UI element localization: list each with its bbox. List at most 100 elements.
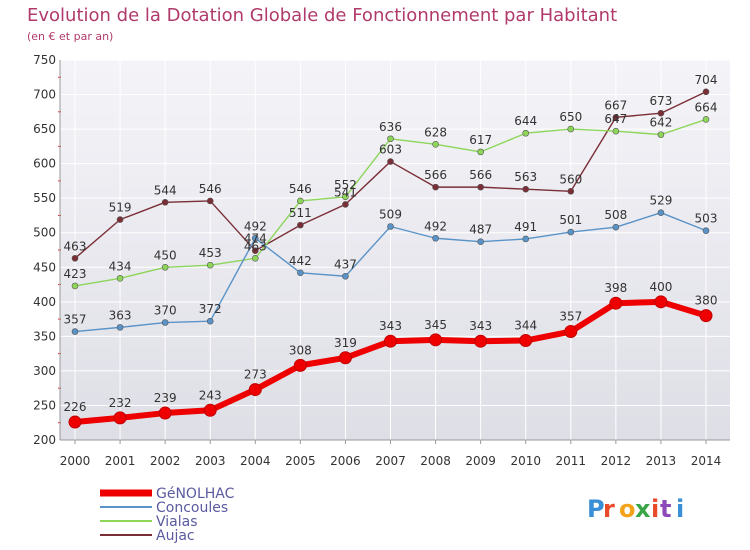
y-tick-label: 200 bbox=[33, 433, 56, 447]
data-label: 442 bbox=[289, 254, 312, 268]
data-point-genolhac bbox=[474, 334, 488, 348]
data-point-concoules bbox=[567, 228, 575, 236]
data-point-genolhac bbox=[699, 309, 713, 323]
data-point-vialas bbox=[116, 275, 124, 282]
data-point-aujac bbox=[342, 201, 349, 208]
data-label: 511 bbox=[289, 206, 312, 220]
data-point-concoules bbox=[251, 234, 259, 242]
data-point-genolhac bbox=[338, 351, 352, 365]
data-point-vialas bbox=[251, 254, 259, 262]
data-label: 501 bbox=[559, 213, 582, 227]
data-point-genolhac bbox=[564, 325, 578, 339]
x-tick-label: 2001 bbox=[105, 454, 136, 468]
data-point-genolhac bbox=[248, 383, 262, 397]
y-tick-label: 500 bbox=[33, 226, 56, 240]
data-label: 546 bbox=[289, 182, 312, 196]
data-label: 344 bbox=[514, 319, 537, 333]
data-label: 704 bbox=[695, 73, 718, 87]
x-tick-label: 2014 bbox=[691, 454, 722, 468]
data-label: 273 bbox=[244, 368, 267, 382]
x-tick-label: 2011 bbox=[556, 454, 587, 468]
data-label: 636 bbox=[379, 120, 402, 134]
data-label: 667 bbox=[604, 98, 627, 112]
data-label: 563 bbox=[514, 170, 537, 184]
data-label: 434 bbox=[109, 259, 132, 273]
data-point-concoules bbox=[702, 227, 710, 234]
data-point-genolhac bbox=[519, 334, 533, 348]
data-label: 664 bbox=[695, 100, 718, 114]
data-point-aujac bbox=[432, 183, 439, 191]
data-point-vialas bbox=[702, 116, 710, 123]
y-tick-label: 750 bbox=[33, 53, 56, 67]
y-tick-label: 450 bbox=[33, 260, 56, 274]
legend-label: Aujac bbox=[156, 528, 195, 544]
proxiti-logo: Pr o x i t i bbox=[587, 495, 684, 523]
data-label: 437 bbox=[334, 257, 357, 271]
data-point-vialas bbox=[206, 261, 214, 269]
data-point-genolhac bbox=[68, 415, 82, 429]
x-tick-label: 2009 bbox=[465, 454, 496, 468]
data-label: 492 bbox=[424, 219, 447, 233]
data-point-concoules bbox=[612, 223, 620, 231]
data-label: 453 bbox=[199, 246, 222, 260]
data-label: 319 bbox=[334, 336, 357, 350]
data-label: 552 bbox=[334, 178, 357, 192]
logo-letter: i bbox=[651, 495, 659, 523]
y-tick-label: 600 bbox=[33, 157, 56, 171]
logo-letter: o bbox=[619, 495, 636, 523]
data-label: 380 bbox=[695, 294, 718, 308]
data-point-vialas bbox=[71, 282, 79, 290]
data-point-genolhac bbox=[203, 403, 217, 417]
data-point-vialas bbox=[432, 140, 439, 148]
data-label: 343 bbox=[379, 319, 402, 333]
y-tick-label: 650 bbox=[33, 122, 56, 136]
data-label: 673 bbox=[649, 94, 672, 108]
data-label: 372 bbox=[199, 302, 222, 316]
data-label: 474 bbox=[244, 232, 267, 246]
data-label: 423 bbox=[64, 267, 87, 281]
data-label: 544 bbox=[154, 183, 177, 197]
data-point-vialas bbox=[522, 129, 530, 137]
legend-label: Vialas bbox=[156, 514, 198, 530]
data-point-concoules bbox=[116, 324, 124, 331]
data-label: 308 bbox=[289, 343, 312, 357]
data-point-genolhac bbox=[654, 295, 668, 309]
data-label: 519 bbox=[109, 201, 132, 215]
y-tick-label: 400 bbox=[33, 295, 56, 309]
data-point-concoules bbox=[657, 209, 665, 216]
data-point-genolhac bbox=[609, 296, 623, 310]
y-tick-label: 300 bbox=[33, 364, 56, 378]
data-label: 398 bbox=[604, 281, 627, 295]
data-label: 508 bbox=[604, 208, 627, 222]
logo-letter: P bbox=[587, 495, 605, 523]
data-label: 647 bbox=[604, 112, 627, 126]
data-label: 363 bbox=[109, 308, 132, 322]
data-label: 463 bbox=[244, 239, 267, 253]
data-label: 239 bbox=[154, 391, 177, 405]
data-label: 560 bbox=[559, 172, 582, 186]
data-label: 450 bbox=[154, 248, 177, 262]
data-point-vialas bbox=[342, 193, 349, 201]
x-tick-label: 2010 bbox=[510, 454, 541, 468]
data-point-genolhac bbox=[429, 333, 443, 347]
data-label: 617 bbox=[469, 133, 492, 147]
data-label: 509 bbox=[379, 208, 402, 222]
data-point-concoules bbox=[342, 272, 349, 280]
data-point-vialas bbox=[612, 127, 620, 135]
x-tick-label: 2004 bbox=[240, 454, 271, 468]
data-point-aujac bbox=[387, 158, 394, 165]
data-label: 357 bbox=[64, 313, 87, 327]
x-tick-label: 2007 bbox=[375, 454, 406, 468]
data-point-genolhac bbox=[113, 411, 127, 425]
chart-title: Evolution de la Dotation Globale de Fonc… bbox=[27, 5, 617, 26]
data-point-concoules bbox=[161, 319, 169, 326]
series-layer bbox=[68, 88, 713, 429]
data-point-vialas bbox=[297, 197, 304, 205]
logo-letter: i bbox=[676, 495, 684, 523]
x-tick-label: 2000 bbox=[60, 454, 91, 468]
data-label: 644 bbox=[514, 114, 537, 128]
data-point-aujac bbox=[161, 199, 169, 206]
data-point-aujac bbox=[567, 187, 575, 195]
